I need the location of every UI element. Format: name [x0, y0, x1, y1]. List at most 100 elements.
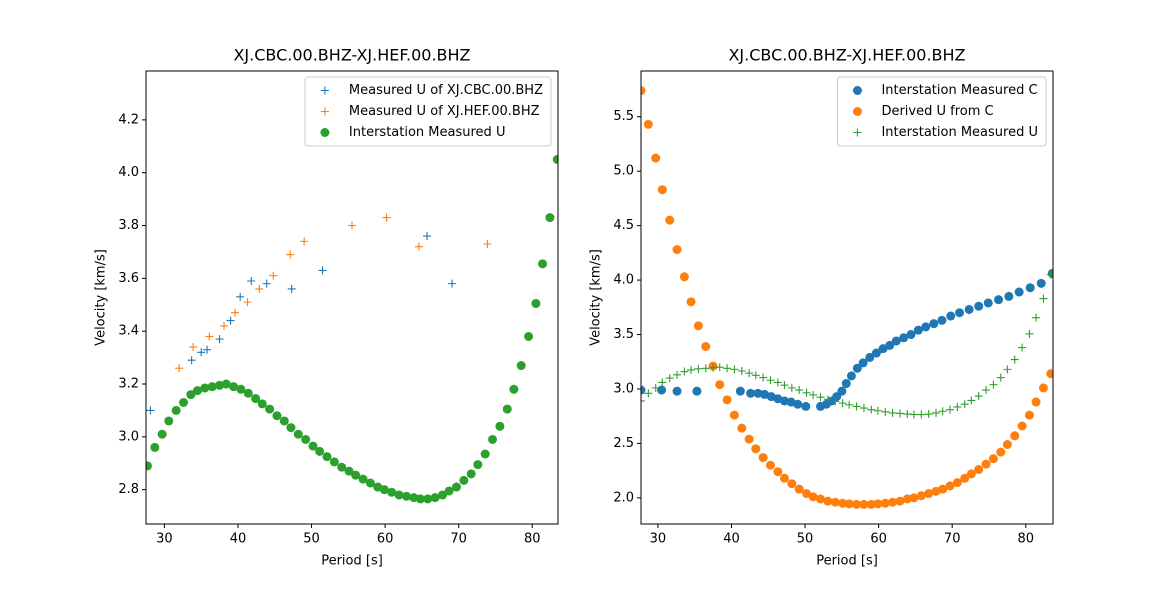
plus-marker — [795, 386, 804, 395]
dot-marker — [665, 215, 675, 225]
plus-marker — [996, 373, 1005, 382]
dot-marker — [502, 404, 512, 414]
x-tick-label: 50 — [797, 532, 814, 547]
plus-marker — [300, 237, 309, 246]
plus-marker — [1025, 329, 1034, 338]
plus-marker — [203, 345, 212, 354]
dot-marker — [344, 466, 354, 476]
dot-marker — [221, 379, 231, 389]
y-tick-label: 4.0 — [613, 273, 634, 288]
dot-marker — [516, 361, 526, 371]
dot-marker — [1046, 369, 1053, 379]
dot-marker — [816, 494, 826, 504]
legend-marker — [320, 86, 329, 95]
dot-marker — [966, 469, 976, 479]
dot-marker — [186, 390, 196, 400]
x-tick-label: 40 — [723, 532, 740, 547]
plus-marker — [187, 356, 196, 365]
plus-marker — [953, 402, 962, 411]
dot-marker — [858, 358, 868, 368]
plus-marker — [960, 400, 969, 409]
dot-marker — [329, 457, 339, 467]
plus-marker — [759, 373, 768, 382]
plus-marker — [867, 405, 876, 414]
plus-marker — [831, 397, 840, 406]
y-tick-label: 5.0 — [613, 164, 634, 179]
dot-marker — [765, 460, 775, 470]
plus-marker — [989, 380, 998, 389]
dot-marker — [651, 153, 661, 163]
dot-marker — [1038, 383, 1048, 393]
dot-marker — [1024, 410, 1034, 420]
plus-marker — [1046, 270, 1053, 279]
dot-marker — [841, 379, 851, 389]
dot-marker — [753, 388, 763, 398]
dot-marker — [692, 386, 702, 396]
y-tick-label: 3.2 — [118, 377, 139, 392]
dot-marker — [909, 493, 919, 503]
plus-marker — [946, 405, 954, 414]
dot-marker — [844, 499, 854, 509]
plus-marker — [924, 410, 933, 419]
dot-marker — [322, 452, 332, 462]
x-tick-label: 60 — [377, 532, 394, 547]
dot-marker — [473, 460, 483, 470]
plus-marker — [787, 383, 796, 392]
dot-marker — [899, 333, 909, 343]
plus-marker — [680, 367, 689, 376]
y-tick-label: 3.0 — [613, 381, 634, 396]
dot-marker — [257, 399, 267, 409]
legend-label: Interstation Measured U — [881, 125, 1038, 140]
dot-marker — [351, 470, 361, 480]
legend-label: Interstation Measured U — [349, 125, 506, 140]
dot-marker — [794, 484, 804, 494]
plus-marker — [751, 371, 760, 380]
dot-marker — [955, 308, 965, 318]
dot-marker — [679, 272, 689, 282]
y-tick-label: 3.8 — [118, 218, 139, 233]
dot-marker — [279, 416, 289, 426]
dot-marker — [837, 386, 847, 396]
dot-marker — [924, 489, 934, 499]
x-tick-label: 30 — [156, 532, 173, 547]
dot-marker — [937, 315, 947, 325]
dot-marker — [207, 382, 217, 392]
plus-marker — [982, 386, 991, 395]
y-tick-label: 4.0 — [118, 165, 139, 180]
plus-marker — [845, 400, 854, 409]
plus-marker — [255, 284, 264, 293]
x-tick-label: 60 — [870, 532, 887, 547]
plus-marker — [917, 410, 926, 419]
dot-marker — [891, 336, 901, 346]
dot-marker — [952, 478, 962, 488]
plus-marker — [215, 335, 224, 344]
dot-marker — [157, 429, 167, 439]
plus-marker — [859, 404, 868, 413]
plus-marker — [723, 364, 732, 373]
plus-marker — [644, 389, 653, 398]
dot-marker — [1014, 287, 1024, 297]
dot-marker — [430, 493, 440, 503]
dot-marker — [994, 295, 1004, 305]
y-tick-label: 2.5 — [613, 436, 634, 451]
plus-marker — [730, 365, 739, 374]
plus-marker — [967, 396, 976, 405]
y-tick-label: 2.0 — [613, 490, 634, 505]
legend-label: Interstation Measured C — [881, 83, 1037, 98]
x-tick-label: 70 — [450, 532, 467, 547]
plus-marker — [895, 409, 904, 418]
dot-marker — [229, 382, 239, 392]
legend-marker — [852, 86, 862, 95]
dot-marker — [885, 340, 895, 350]
plus-marker — [1018, 343, 1027, 352]
dot-marker — [746, 388, 756, 398]
dot-marker — [686, 297, 696, 307]
dot-marker — [379, 485, 389, 495]
dot-marker — [657, 385, 667, 395]
dot-marker — [801, 401, 811, 411]
dot-marker — [193, 386, 202, 396]
x-tick-label: 50 — [303, 532, 320, 547]
dot-marker — [301, 434, 311, 444]
y-tick-label: 3.0 — [118, 429, 139, 444]
dot-marker — [983, 298, 993, 308]
